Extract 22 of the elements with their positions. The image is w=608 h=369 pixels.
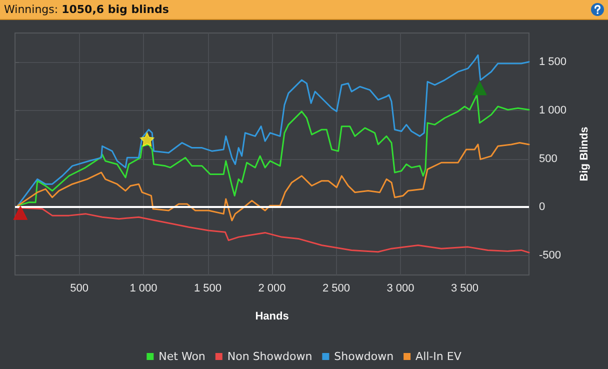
x-tick-label: 1 500: [194, 282, 222, 294]
legend-label: Net Won: [158, 350, 206, 363]
y-tick-label: -500: [539, 250, 562, 262]
y-tick-label: 500: [539, 152, 558, 165]
y-tick-label: 1 500: [539, 56, 567, 68]
y-tick-label: 1 000: [539, 104, 567, 116]
x-tick-label: 3 500: [450, 282, 479, 294]
point: [140, 132, 154, 146]
x-tick-label: 2 500: [322, 282, 350, 294]
x-tick-label: 500: [70, 282, 88, 294]
legend-label: All-In EV: [416, 350, 462, 363]
x-tick-label: 3 000: [386, 282, 414, 294]
x-tick-label: 2 000: [258, 282, 286, 294]
chart-title: Winnings: 1050,6 big blinds: [4, 3, 169, 16]
y-axis-title: Big Blinds: [578, 126, 590, 182]
legend-label: Showdown: [334, 350, 394, 363]
x-axis-title: Hands: [255, 310, 289, 322]
y-tick-label: 0: [539, 201, 546, 214]
x-tick-label: 1 000: [130, 282, 158, 294]
legend-label: Non Showdown: [227, 350, 312, 363]
point: [472, 81, 487, 96]
point: [13, 206, 28, 220]
